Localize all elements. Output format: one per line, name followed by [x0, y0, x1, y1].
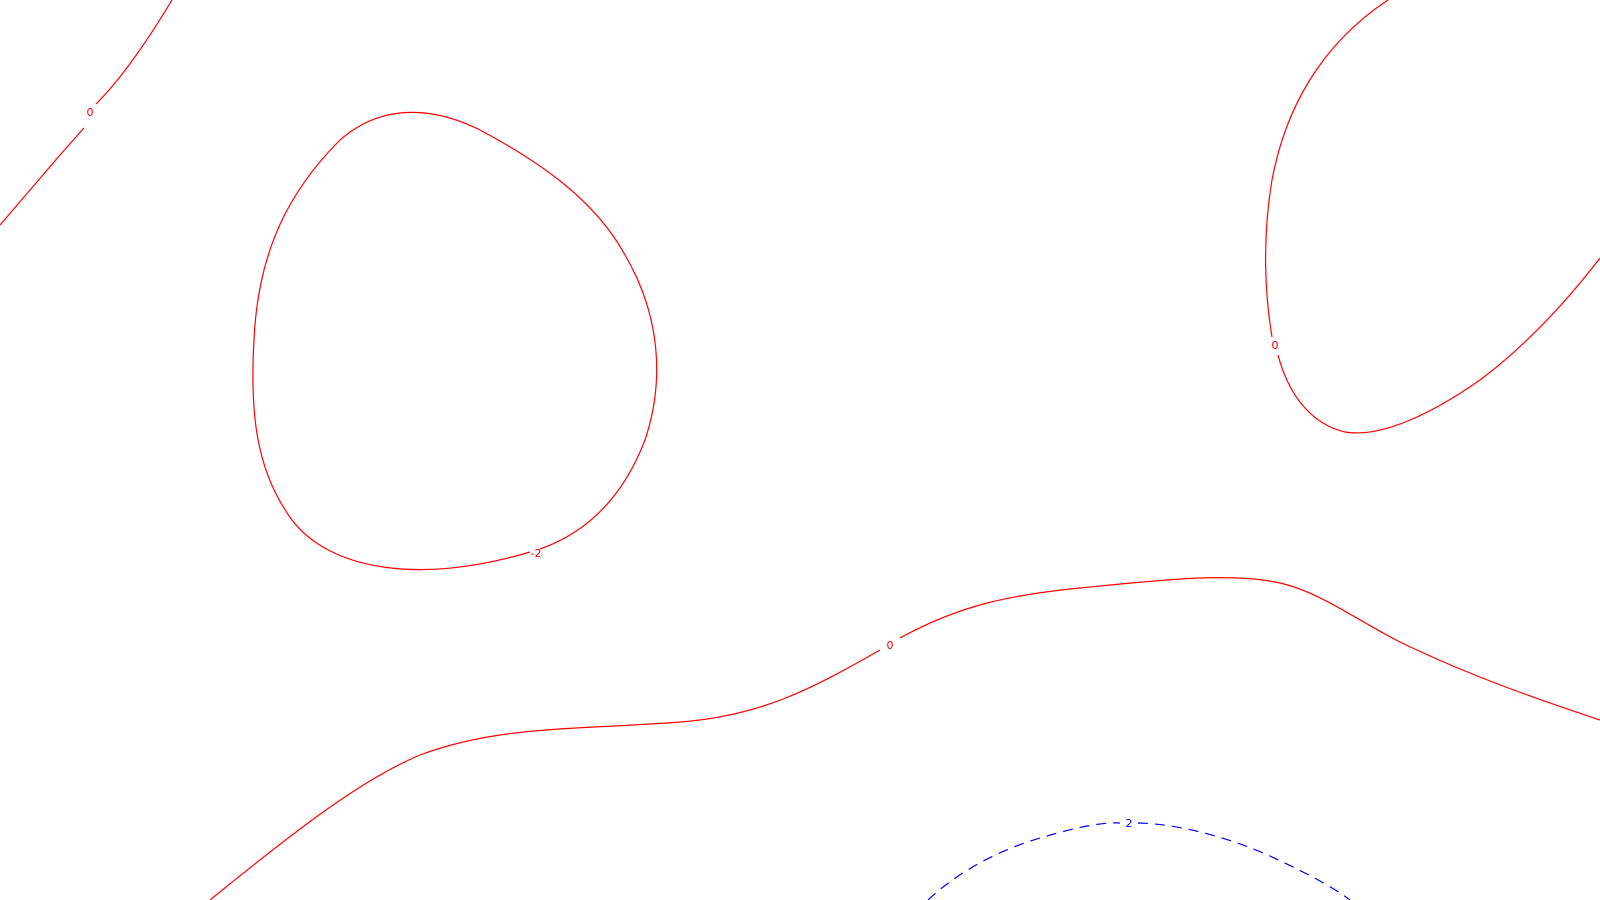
- contour-path: [1264, 0, 1600, 434]
- contour-line-topleft: 0: [0, 0, 173, 226]
- contour-line-bottom: 2: [927, 817, 1351, 900]
- contour-path: [252, 111, 658, 571]
- contour-label: 0: [87, 106, 94, 119]
- contour-path: [927, 822, 1351, 900]
- contour-label: 0: [1272, 339, 1279, 352]
- contour-label: 0: [887, 639, 894, 652]
- contour-line-middle: 0: [209, 577, 1600, 900]
- contour-line-topright: 0: [1264, 0, 1600, 434]
- contour-label: -2: [531, 547, 542, 560]
- contour-path: [0, 0, 173, 226]
- contour-path: [209, 577, 1600, 900]
- contour-loop: -2: [252, 111, 658, 571]
- contour-label: 2: [1126, 817, 1133, 830]
